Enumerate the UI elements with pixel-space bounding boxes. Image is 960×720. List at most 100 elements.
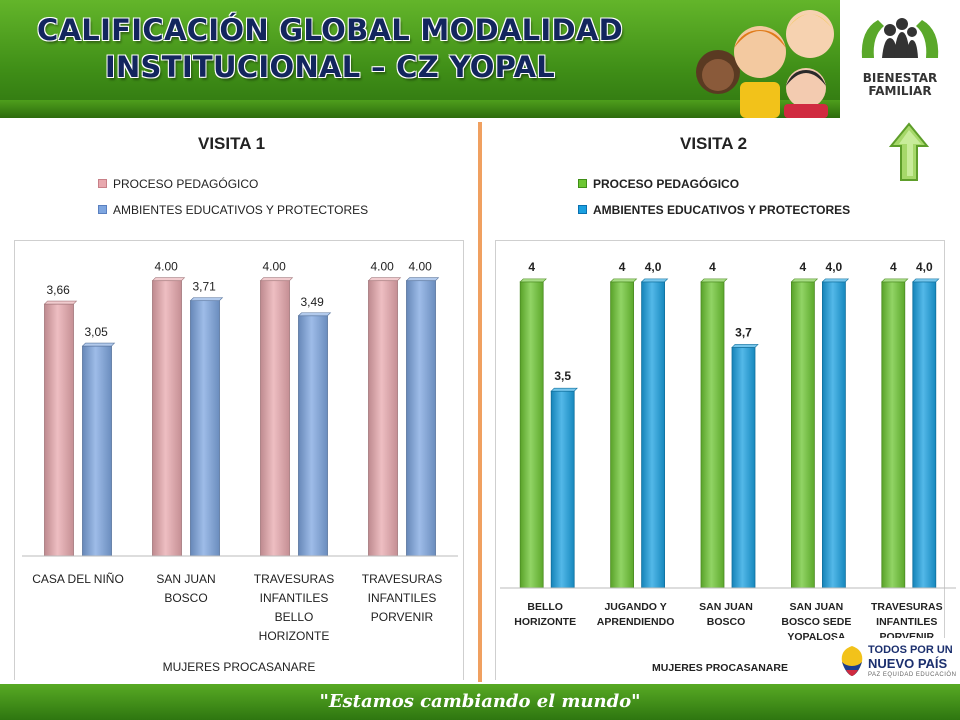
- bar-proceso-pedagogico: [700, 281, 725, 589]
- category-label-line: APRENDIENDO: [596, 616, 675, 628]
- logo-line1: BIENESTAR: [862, 71, 938, 85]
- bar-proceso-pedagogico: [368, 280, 398, 557]
- slide-title: CALIFICACIÓN GLOBAL MODALIDAD INSTITUCIO…: [0, 12, 660, 86]
- data-label: 4,0: [645, 260, 662, 274]
- chart1-legend-item-pedagogico: PROCESO PEDAGÓGICO: [98, 178, 368, 204]
- slide-title-line1: CALIFICACIÓN GLOBAL MODALIDAD: [36, 13, 624, 47]
- category-label-line: CASA DEL NIÑO: [32, 572, 124, 586]
- bar-top-bevel: [640, 278, 669, 283]
- legend-label: AMBIENTES EDUCATIVOS Y PROTECTORES: [593, 203, 851, 217]
- legend-swatch: [98, 179, 107, 188]
- bar-top-bevel: [259, 277, 294, 281]
- category-label: TRAVESURAS INFANTILES PORVENIR: [346, 570, 458, 627]
- data-label: 4.00: [409, 260, 433, 274]
- data-label: 3,7: [735, 325, 752, 339]
- category-label: SAN JUAN BOSCO: [680, 600, 772, 630]
- data-label: 4: [619, 260, 626, 274]
- data-label: 3,5: [554, 369, 571, 383]
- gov-line1: TODOS POR UN: [868, 644, 953, 656]
- category-label-line: SAN JUAN: [156, 572, 216, 586]
- bar-top-bevel: [519, 278, 547, 283]
- colombia-flag-icon: [841, 646, 863, 676]
- chart2-plot: 4 3,5 4 4,0 4 3,7 4 4,0 4 4,0: [500, 260, 956, 589]
- category-label-line: INFANTILES: [259, 591, 329, 605]
- legend-label: PROCESO PEDAGÓGICO: [593, 177, 740, 191]
- data-label: 3,49: [301, 295, 325, 309]
- bar-proceso-pedagogico: [260, 280, 290, 557]
- category-label-line: BELLO: [527, 601, 563, 613]
- chart1-legend-item-ambientes: AMBIENTES EDUCATIVOS Y PROTECTORES: [98, 204, 368, 230]
- bar-top-bevel: [790, 278, 819, 283]
- gov-line3: PAZ EQUIDAD EDUCACIÓN: [868, 672, 957, 678]
- header-band: [0, 100, 840, 118]
- data-label: 4: [800, 260, 807, 274]
- chart1-frame: [14, 240, 464, 680]
- chart1-xlabel: MUJERES PROCASANARE: [162, 660, 316, 674]
- bar-proceso-pedagogico: [881, 281, 906, 589]
- data-label: 4.00: [263, 260, 287, 274]
- category-label: SAN JUAN BOSCO SEDE YOPALOSA: [770, 600, 862, 645]
- bar-ambientes-educativos: [821, 281, 846, 589]
- center-divider: [478, 122, 482, 682]
- bar-ambientes-educativos: [550, 390, 575, 589]
- bar-proceso-pedagogico: [44, 303, 74, 557]
- data-label: 4: [528, 260, 535, 274]
- category-label-line: BOSCO: [706, 616, 746, 628]
- bar-proceso-pedagogico: [610, 281, 635, 589]
- data-label: 4.00: [371, 260, 395, 274]
- data-label: 4: [890, 260, 897, 274]
- chart2-xlabel: MUJERES PROCASANARE: [652, 662, 788, 674]
- category-label-line: INFANTILES: [367, 591, 437, 605]
- bar-top-bevel: [821, 278, 850, 283]
- category-label: TRAVESURAS INFANTILES BELLO HORIZONTE: [238, 570, 350, 646]
- category-label-line: SAN JUAN: [789, 601, 844, 613]
- bar-top-bevel: [367, 277, 402, 281]
- data-label: 4,0: [826, 260, 843, 274]
- bar-top-bevel: [912, 278, 940, 283]
- bar-ambientes-educativos: [82, 345, 112, 557]
- bar-proceso-pedagogico: [519, 281, 544, 589]
- bar-ambientes-educativos: [912, 281, 937, 589]
- category-label: SAN JUAN BOSCO: [130, 570, 242, 608]
- chart1-legend: PROCESO PEDAGÓGICO AMBIENTES EDUCATIVOS …: [98, 178, 368, 230]
- gov-line2: NUEVO PAÍS: [868, 656, 948, 671]
- chart2-legend-item-pedagogico: PROCESO PEDAGÓGICO: [578, 178, 850, 204]
- up-arrow-icon[interactable]: [888, 122, 930, 184]
- data-label: 4: [709, 260, 716, 274]
- bar-top-bevel: [297, 312, 332, 317]
- bar-top-bevel: [43, 300, 78, 305]
- bienestar-logo: BIENESTAR FAMILIAR: [840, 0, 960, 118]
- category-label-line: TRAVESURAS: [253, 572, 335, 586]
- category-label: CASA DEL NIÑO: [22, 570, 134, 589]
- legend-label: PROCESO PEDAGÓGICO: [113, 177, 259, 191]
- bar-ambientes-educativos: [298, 315, 328, 557]
- bar-proceso-pedagogico: [152, 280, 182, 557]
- category-label-line: HORIZONTE: [258, 629, 330, 643]
- category-label-line: JUGANDO Y: [604, 601, 667, 613]
- chart1-plot: 3,66 3,05 4.00 3,71 4.00 3,49 4.00 4.00: [22, 260, 458, 557]
- legend-swatch: [578, 205, 587, 214]
- logo-line2: FAMILIAR: [868, 84, 932, 98]
- bar-ambientes-educativos: [190, 300, 220, 557]
- bar-top-bevel: [609, 278, 638, 283]
- footer-band: [0, 684, 960, 720]
- category-label-line: HORIZONTE: [514, 616, 577, 628]
- chart1-title: VISITA 1: [198, 134, 266, 153]
- legend-swatch: [578, 179, 587, 188]
- slide-title-line2: INSTITUCIONAL – CZ YOPAL: [104, 50, 556, 84]
- bar-top-bevel: [700, 278, 728, 283]
- slogan: "Estamos cambiando el mundo": [319, 691, 641, 712]
- data-label: 3,66: [47, 283, 71, 297]
- bar-top-bevel: [189, 297, 224, 301]
- chart2-legend-item-ambientes: AMBIENTES EDUCATIVOS Y PROTECTORES: [578, 204, 850, 230]
- bar-ambientes-educativos: [406, 280, 436, 557]
- category-label-line: TRAVESURAS: [361, 572, 443, 586]
- category-label-line: YOPALOSA: [787, 631, 846, 643]
- category-label-line: INFANTILES: [876, 616, 938, 628]
- family-hands-icon: [861, 18, 939, 58]
- gov-slogan: TODOS POR UN NUEVO PAÍS: [868, 644, 953, 670]
- category-label-line: TRAVESURAS: [871, 601, 943, 613]
- category-label-line: BELLO: [274, 610, 314, 624]
- data-label: 3,05: [85, 325, 109, 339]
- data-label: 3,71: [193, 280, 217, 294]
